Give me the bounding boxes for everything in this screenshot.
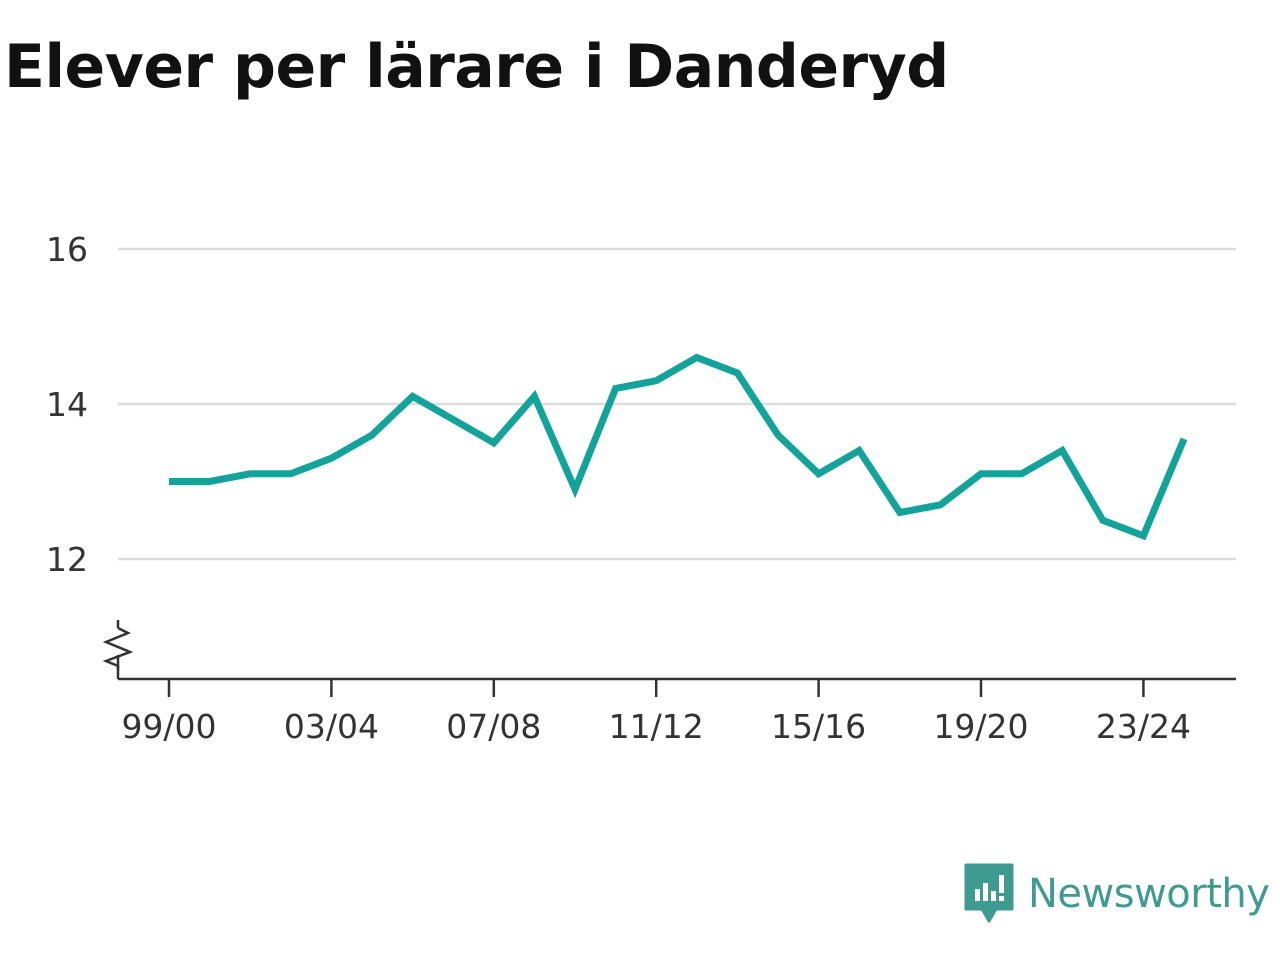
newsworthy-logo-icon: [964, 863, 1014, 923]
grid-lines: [118, 247, 1236, 561]
x-tick-label: 07/08: [446, 707, 541, 746]
axis-break-icon: [102, 626, 134, 670]
brand-logo: Newsworthy: [964, 862, 1270, 926]
axes: [102, 620, 1236, 681]
y-tick-label: 16: [46, 230, 88, 269]
x-tick-label: 03/04: [284, 707, 379, 746]
series: [169, 353, 1188, 541]
x-axis-ticks: 99/00 03/04 07/08 11/12 15/16 19/20 23/24: [121, 679, 1191, 746]
y-axis-ticks: 12 14 16: [46, 230, 88, 579]
series-line: [169, 353, 1188, 541]
brand-name: Newsworthy: [1028, 871, 1270, 917]
y-tick-label: 14: [46, 385, 88, 424]
x-tick-label: 11/12: [609, 707, 704, 746]
x-tick-label: 19/20: [933, 707, 1028, 746]
chart-title: Elever per lärare i Danderyd: [4, 32, 949, 102]
x-tick-label: 23/24: [1096, 707, 1191, 746]
x-tick-label: 15/16: [771, 707, 866, 746]
x-tick-label: 99/00: [121, 707, 216, 746]
y-tick-label: 12: [46, 540, 88, 579]
